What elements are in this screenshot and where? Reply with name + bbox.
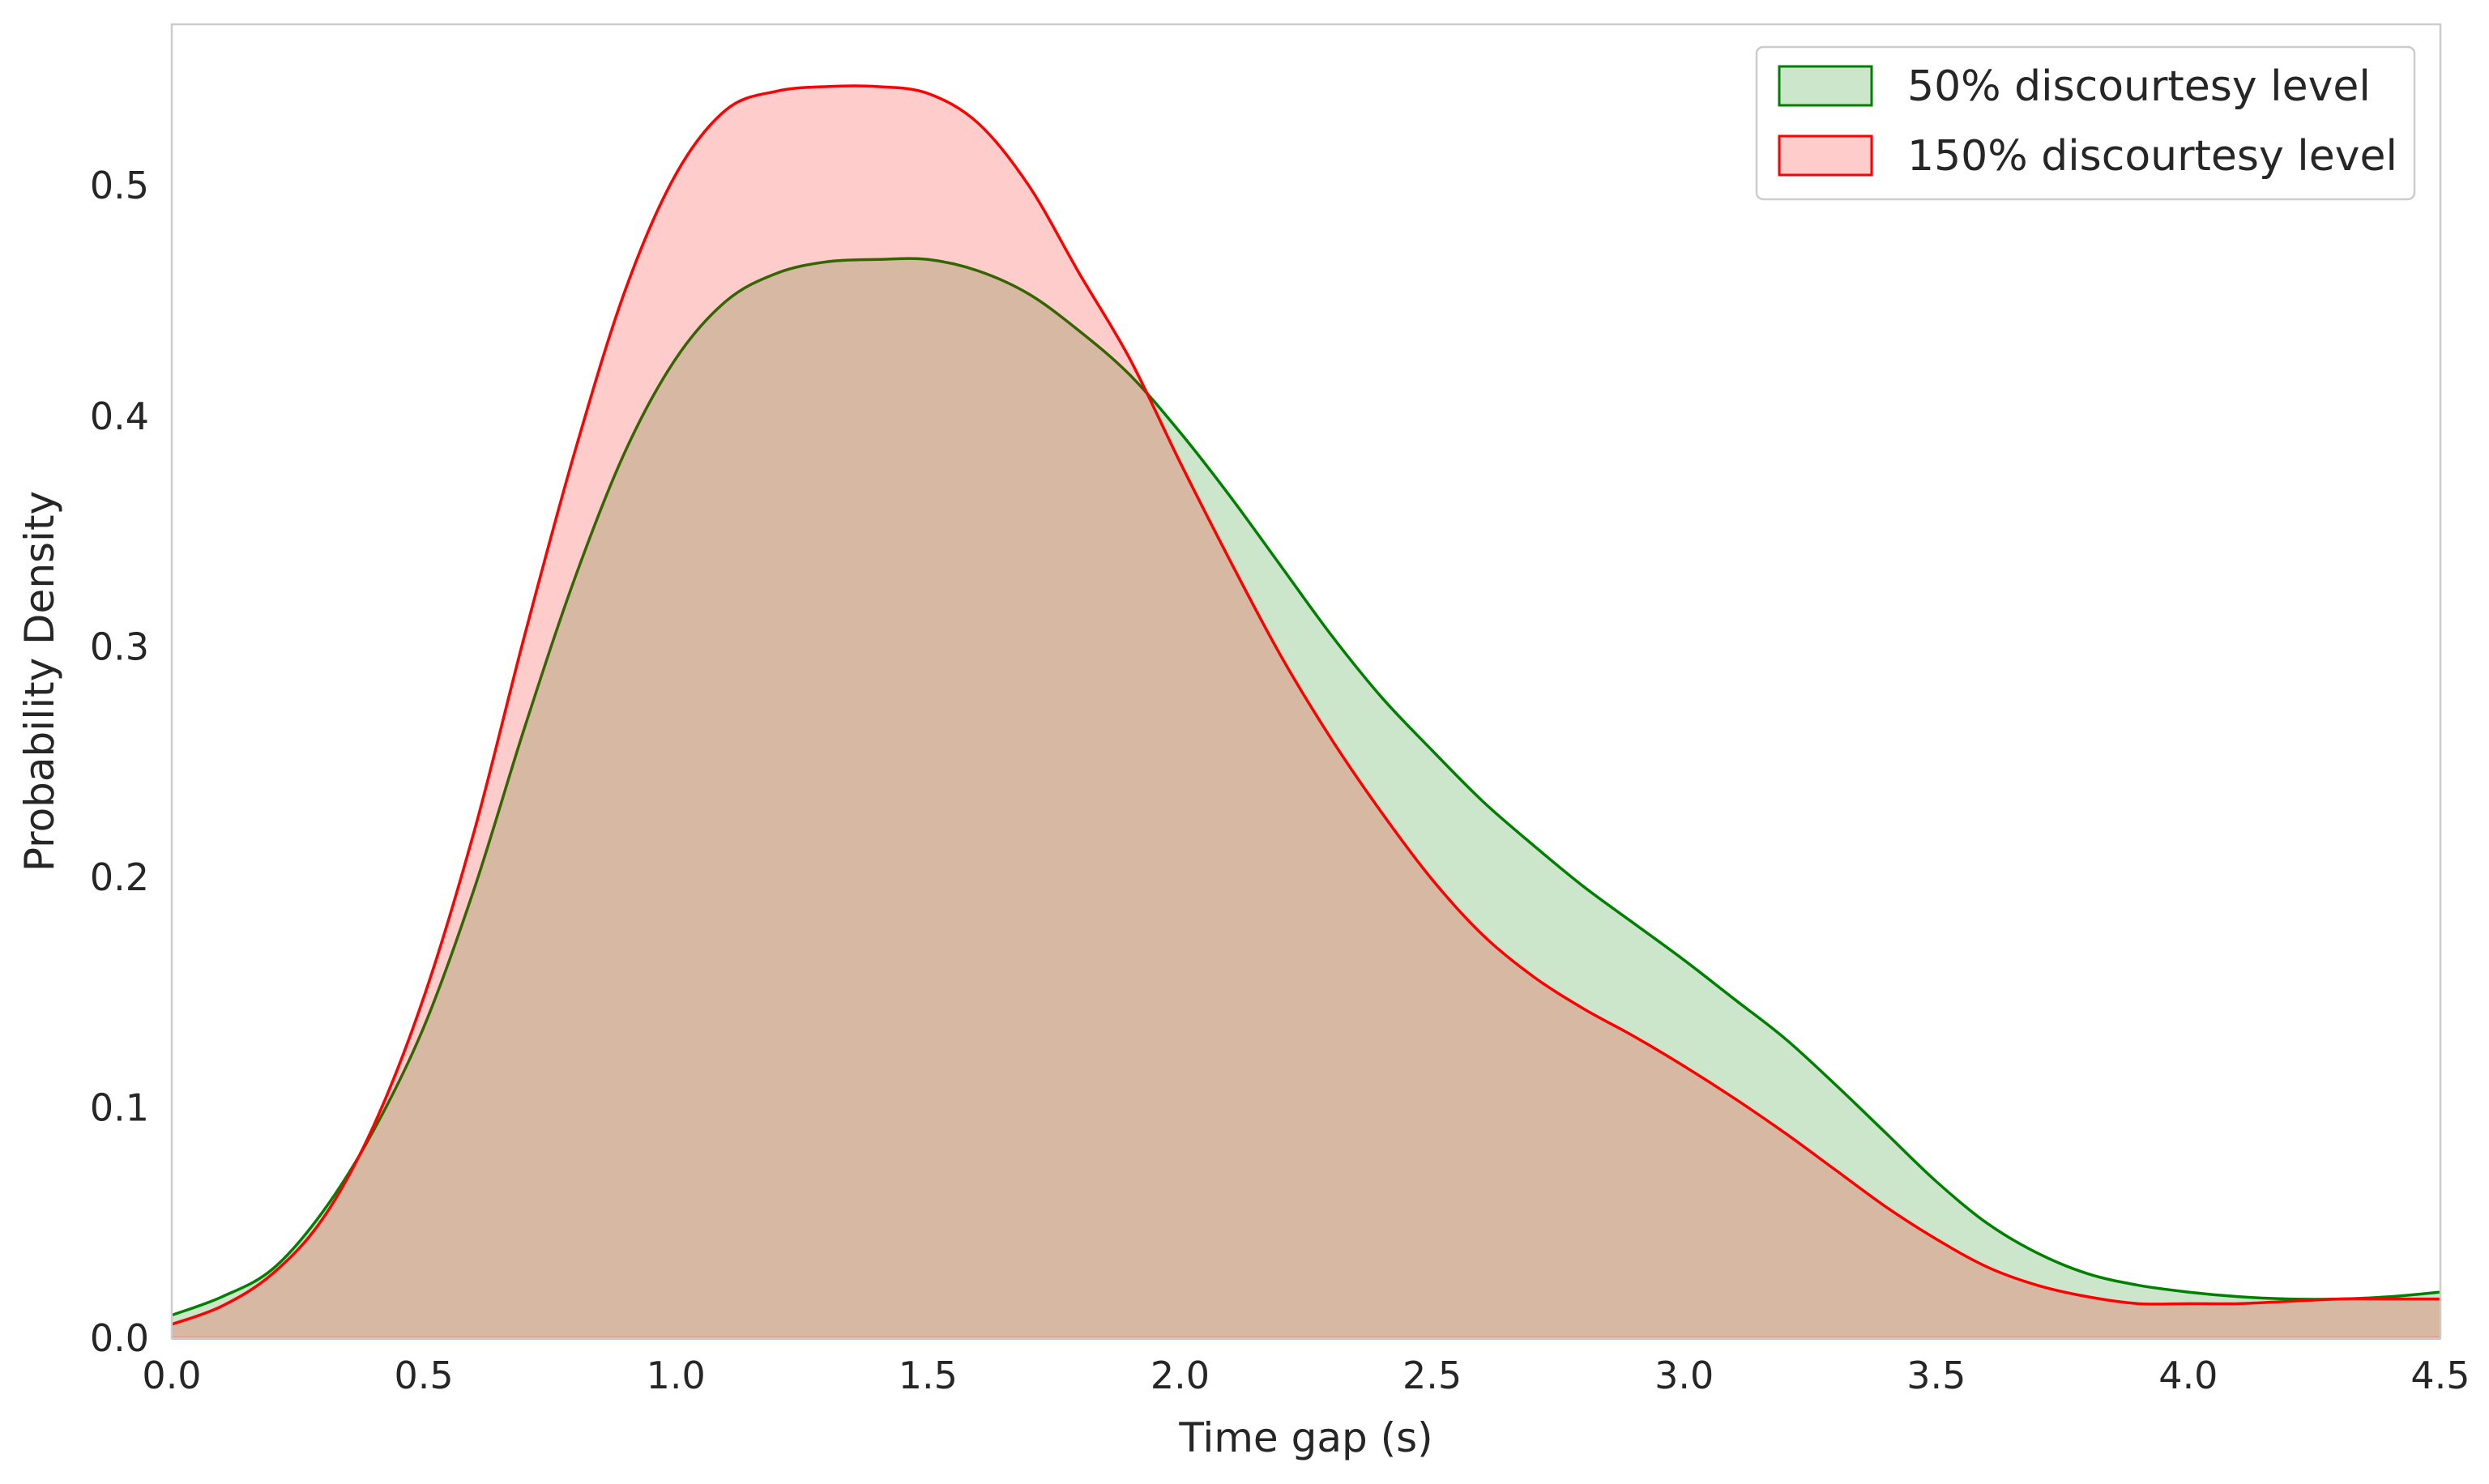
y-tick-label: 0.5 [90, 164, 149, 207]
series-0-line [171, 257, 2441, 1317]
y-axis-label: Probability Density [16, 491, 63, 872]
x-tick-label: 3.0 [1654, 1354, 1714, 1397]
legend-entry-label: 150% discourtesy level [1907, 132, 2397, 181]
legend-swatch [1778, 65, 1873, 107]
legend-box [1755, 45, 2416, 201]
y-axis-ticks: 0.0 0.1 0.2 0.3 0.4 0.5 [90, 164, 149, 1360]
series-0-fill [172, 258, 2440, 1338]
x-tick-label: 4.5 [2410, 1354, 2470, 1397]
y-tick-label: 0.3 [90, 625, 149, 668]
x-tick-label: 3.5 [1906, 1354, 1966, 1397]
x-axis-ticks: 0.0 0.5 1.0 1.5 2.0 2.5 3.0 3.5 4.0 4.5 [142, 1354, 2470, 1397]
x-tick-label: 0.5 [395, 1354, 454, 1397]
legend: 50% discourtesy level 150% discourtesy le… [1755, 45, 2416, 201]
plot-frame [170, 23, 2442, 1340]
series-1-line [171, 84, 2440, 1326]
legend-swatch [1778, 134, 1873, 177]
x-tick-label: 0.0 [142, 1354, 201, 1397]
x-tick-label: 2.5 [1402, 1354, 1462, 1397]
x-tick-label: 1.0 [647, 1354, 706, 1397]
x-tick-label: 4.0 [2158, 1354, 2218, 1397]
y-tick-label: 0.1 [90, 1085, 149, 1129]
x-axis-label: Time gap (s) [1178, 1414, 1432, 1461]
y-tick-label: 0.0 [90, 1316, 149, 1360]
x-tick-label: 2.0 [1151, 1354, 1210, 1397]
x-tick-label: 1.5 [899, 1354, 958, 1397]
y-tick-label: 0.4 [90, 394, 149, 438]
y-tick-label: 0.2 [90, 855, 149, 899]
series-1-fill [172, 85, 2440, 1339]
legend-entry-label: 50% discourtesy level [1907, 62, 2371, 111]
